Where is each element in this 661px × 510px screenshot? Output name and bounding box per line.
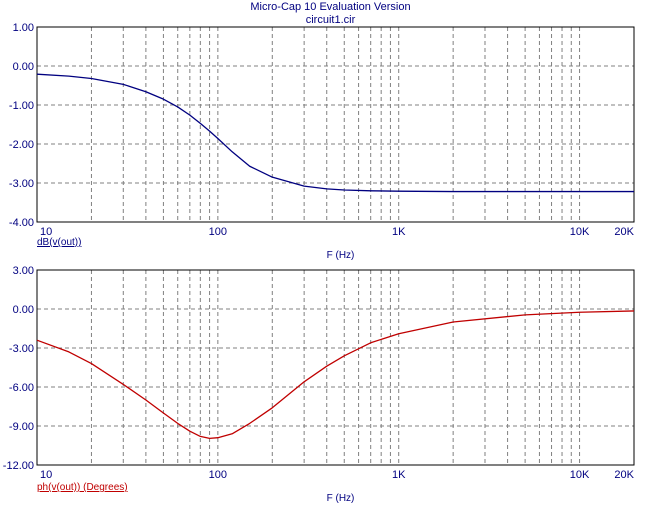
y-tick-label: -3.00 [9, 178, 34, 190]
x-tick-label: 100 [209, 226, 227, 238]
y-tick-label: -9.00 [9, 421, 34, 433]
chart-phase: 3.00 0.00 -3.00 -6.00 -9.00 -12.00 10 100 1K 10K 2… [3, 265, 635, 504]
y-tick-label: -4.00 [9, 217, 34, 229]
y-tick-label: 1.00 [13, 22, 34, 34]
x-tick-label: 10K [570, 469, 590, 481]
chart-magnitude: 1.00 0.00 -1.00 -2.00 -3.00 -4.00 10 100 1K 10K 20… [9, 22, 635, 261]
x-tick-label: 10K [570, 226, 590, 238]
x-tick-label: 1K [392, 469, 406, 481]
x-tick-label: 20K [614, 226, 634, 238]
y-tick-label: -2.00 [9, 139, 34, 151]
x-axis-label: F (Hz) [327, 250, 355, 261]
x-tick-label: 20K [614, 469, 634, 481]
y-tick-label: 0.00 [13, 61, 34, 73]
y-tick-label: -1.00 [9, 100, 34, 112]
x-axis-label: F (Hz) [327, 493, 355, 504]
y-tick-label: -3.00 [9, 343, 34, 355]
plot-frame [36, 269, 635, 466]
y-tick-label: -6.00 [9, 382, 34, 394]
y-axis-label: dB(v(out)) [37, 237, 81, 248]
x-tick-label: 100 [209, 469, 227, 481]
y-tick-label: 3.00 [13, 265, 34, 277]
plot-frame [36, 26, 635, 223]
phase-trace [36, 310, 635, 439]
app-title: Micro-Cap 10 Evaluation Version [250, 1, 411, 13]
y-tick-label: -12.00 [3, 460, 34, 472]
x-tick-label: 1K [392, 226, 406, 238]
x-tick-label: 10 [40, 226, 52, 238]
y-axis-label: ph(v(out)) (Degrees) [37, 482, 128, 493]
file-name: circuit1.cir [305, 14, 356, 26]
y-tick-label: 0.00 [13, 304, 34, 316]
magnitude-trace [36, 73, 634, 193]
x-tick-label: 10 [40, 469, 52, 481]
